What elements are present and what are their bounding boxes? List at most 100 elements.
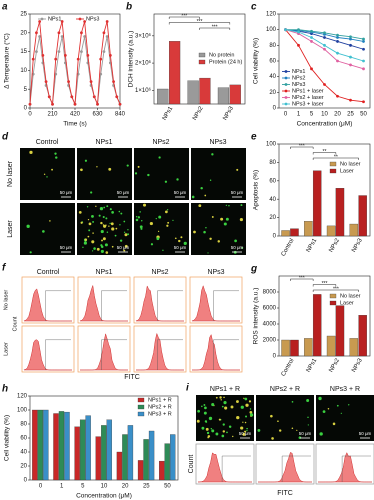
y-tick-label: 40 (269, 197, 276, 203)
cell-dot (243, 397, 245, 399)
bar (358, 315, 367, 357)
cell-dot (291, 427, 294, 430)
cell-dot (218, 418, 221, 421)
significance-bracket (290, 278, 314, 281)
cell-dot (221, 434, 225, 438)
cell-dot (242, 421, 244, 423)
point (54, 57, 58, 61)
bar (170, 434, 176, 481)
y-tick-label: 100 (266, 27, 277, 33)
significance-bracket (312, 157, 359, 160)
cell-dot (240, 405, 244, 409)
legend-swatch (137, 397, 145, 403)
cell-dot (210, 427, 213, 430)
flow-histogram (135, 285, 184, 322)
cell-dot (109, 222, 111, 225)
cell-dot (100, 249, 104, 253)
point (92, 95, 96, 99)
cell-dot (221, 405, 224, 408)
flow-histogram (79, 285, 128, 322)
point (336, 59, 339, 63)
cell-dot (201, 426, 205, 430)
y-tick-label: 100 (17, 408, 28, 414)
point (115, 95, 119, 99)
cell-dot (209, 179, 212, 181)
significance-label: *** (299, 143, 305, 149)
cell-dot (100, 245, 104, 248)
legend-swatch (198, 52, 206, 58)
cell-dot (157, 230, 160, 232)
x-axis-label: Concentration (μM) (297, 121, 353, 128)
cell-dot (124, 244, 128, 248)
column-label: NPs3 (207, 269, 224, 276)
cell-dot (139, 211, 141, 213)
cell-dot (84, 238, 88, 241)
y-tick-label: 60 (20, 436, 27, 442)
cell-dot (241, 247, 244, 249)
point (38, 35, 42, 38)
y-axis-label: Apoptosis (%) (253, 170, 260, 210)
cell-dot (191, 195, 195, 199)
line-series (29, 21, 121, 105)
cell-dot (203, 404, 206, 406)
bar (143, 439, 149, 481)
point (67, 80, 70, 84)
bar (326, 335, 336, 357)
cell-dot (78, 211, 82, 214)
cell-dot (156, 237, 160, 241)
significance-label: ** (334, 154, 338, 160)
cell-dot (183, 241, 187, 245)
cell-dot (223, 401, 227, 405)
cell-dot (205, 427, 209, 431)
legend-marker (284, 70, 288, 73)
point (63, 53, 67, 57)
cell-dot (322, 410, 326, 413)
cell-dot (147, 173, 150, 177)
flow-gate (45, 290, 71, 321)
panel-letter: h (2, 384, 8, 395)
y-axis-label: Cell viability (%) (253, 38, 260, 84)
cell-dot (249, 413, 254, 417)
cell-dot (91, 250, 94, 252)
point (38, 20, 42, 23)
cell-dot (209, 237, 212, 240)
legend-label: NPs3 + laser (292, 101, 324, 107)
cell-dot (102, 215, 105, 219)
micrograph (20, 203, 75, 255)
x-tick-label: 840 (115, 112, 126, 118)
cell-dot (327, 407, 330, 410)
legend-swatch (329, 168, 337, 174)
cell-dot (96, 166, 98, 168)
cell-dot (29, 251, 32, 254)
cell-dot (111, 245, 114, 248)
cell-dot (167, 221, 170, 224)
bar (281, 339, 290, 357)
cell-dot (103, 224, 107, 228)
cell-dot (49, 220, 51, 222)
micrograph (20, 148, 75, 200)
cell-dot (217, 240, 220, 243)
column-label: NPs1 + R (210, 386, 240, 393)
cell-dot (83, 241, 87, 245)
legend-marker (284, 89, 288, 93)
legend-label: NPs2 + laser (292, 95, 324, 101)
cell-dot (141, 220, 143, 222)
x-tick-label: NPs2 (328, 357, 341, 373)
bar (74, 426, 80, 481)
y-tick-label: 0 (273, 106, 277, 112)
point (297, 28, 300, 32)
point (310, 36, 313, 39)
cell-dot (271, 437, 274, 440)
bar (85, 415, 91, 481)
cell-dot (164, 180, 168, 183)
point (362, 67, 365, 71)
bar (64, 411, 70, 481)
bar (304, 338, 313, 357)
cell-dot (80, 168, 83, 172)
bar (281, 230, 290, 237)
cell-dot (119, 239, 123, 242)
flow-histogram (23, 288, 72, 322)
point (80, 50, 83, 53)
cell-dot (203, 411, 207, 415)
